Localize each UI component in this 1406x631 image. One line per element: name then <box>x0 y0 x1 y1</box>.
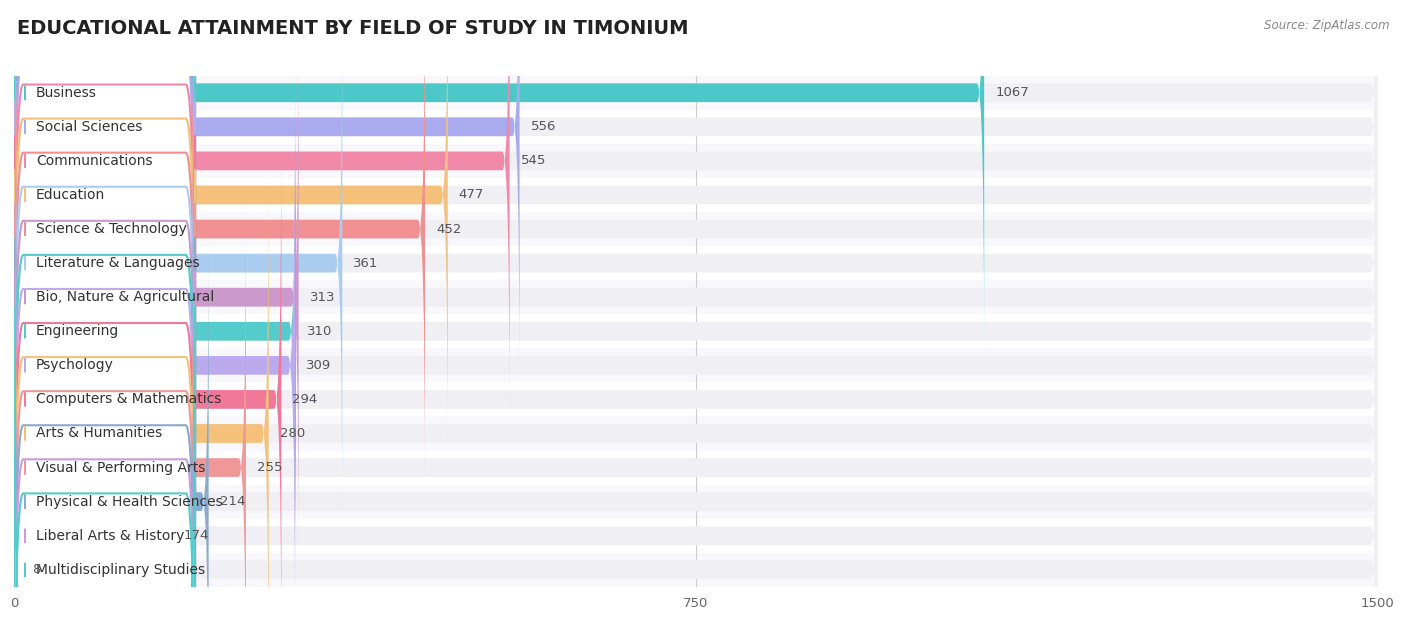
Text: Psychology: Psychology <box>37 358 114 372</box>
Bar <box>14 348 1378 382</box>
Text: Literature & Languages: Literature & Languages <box>37 256 200 270</box>
FancyBboxPatch shape <box>14 0 447 458</box>
FancyBboxPatch shape <box>14 0 1378 526</box>
FancyBboxPatch shape <box>14 273 1378 631</box>
Text: 174: 174 <box>183 529 208 542</box>
FancyBboxPatch shape <box>14 68 1378 594</box>
FancyBboxPatch shape <box>14 101 195 630</box>
FancyBboxPatch shape <box>14 203 195 631</box>
Text: 255: 255 <box>257 461 283 474</box>
FancyBboxPatch shape <box>14 0 195 528</box>
Text: 294: 294 <box>292 393 318 406</box>
Text: Communications: Communications <box>37 154 152 168</box>
Text: Science & Technology: Science & Technology <box>37 222 187 236</box>
FancyBboxPatch shape <box>14 0 195 391</box>
Bar <box>14 110 1378 144</box>
FancyBboxPatch shape <box>14 0 509 424</box>
Text: 452: 452 <box>436 223 461 235</box>
FancyBboxPatch shape <box>14 136 1378 631</box>
Text: 8: 8 <box>32 563 41 576</box>
FancyBboxPatch shape <box>14 204 1378 631</box>
FancyBboxPatch shape <box>14 0 1378 356</box>
FancyBboxPatch shape <box>14 135 195 631</box>
Text: 309: 309 <box>307 359 332 372</box>
FancyBboxPatch shape <box>14 0 195 493</box>
FancyBboxPatch shape <box>14 0 984 356</box>
FancyBboxPatch shape <box>14 239 1378 631</box>
FancyBboxPatch shape <box>14 169 195 631</box>
FancyBboxPatch shape <box>14 0 520 390</box>
Bar <box>14 246 1378 280</box>
Text: EDUCATIONAL ATTAINMENT BY FIELD OF STUDY IN TIMONIUM: EDUCATIONAL ATTAINMENT BY FIELD OF STUDY… <box>17 19 689 38</box>
FancyBboxPatch shape <box>14 0 1378 424</box>
Text: Visual & Performing Arts: Visual & Performing Arts <box>37 461 205 475</box>
Bar <box>14 76 1378 110</box>
Text: Physical & Health Sciences: Physical & Health Sciences <box>37 495 222 509</box>
Text: 280: 280 <box>280 427 305 440</box>
FancyBboxPatch shape <box>14 305 195 631</box>
FancyBboxPatch shape <box>14 0 195 459</box>
FancyBboxPatch shape <box>14 102 295 628</box>
FancyBboxPatch shape <box>14 0 1378 458</box>
FancyBboxPatch shape <box>14 170 1378 631</box>
FancyBboxPatch shape <box>14 34 298 560</box>
FancyBboxPatch shape <box>14 102 1378 628</box>
Text: 313: 313 <box>309 291 335 304</box>
Text: Multidisciplinary Studies: Multidisciplinary Studies <box>37 563 205 577</box>
Bar <box>14 144 1378 178</box>
Text: 545: 545 <box>520 155 546 167</box>
FancyBboxPatch shape <box>14 136 281 631</box>
Bar <box>14 451 1378 485</box>
Text: Computers & Mathematics: Computers & Mathematics <box>37 392 221 406</box>
FancyBboxPatch shape <box>14 0 425 492</box>
FancyBboxPatch shape <box>14 68 295 594</box>
FancyBboxPatch shape <box>14 0 1378 390</box>
Bar <box>14 553 1378 587</box>
FancyBboxPatch shape <box>14 307 1378 631</box>
FancyBboxPatch shape <box>14 307 21 631</box>
Text: Source: ZipAtlas.com: Source: ZipAtlas.com <box>1264 19 1389 32</box>
Text: Bio, Nature & Agricultural: Bio, Nature & Agricultural <box>37 290 214 304</box>
FancyBboxPatch shape <box>14 67 195 596</box>
FancyBboxPatch shape <box>14 33 195 562</box>
Bar <box>14 280 1378 314</box>
Text: 556: 556 <box>530 121 555 133</box>
Text: Business: Business <box>37 86 97 100</box>
Bar <box>14 178 1378 212</box>
Text: Engineering: Engineering <box>37 324 120 338</box>
Bar <box>14 519 1378 553</box>
FancyBboxPatch shape <box>14 0 195 357</box>
FancyBboxPatch shape <box>14 237 195 631</box>
Text: Education: Education <box>37 188 105 202</box>
Text: Liberal Arts & History: Liberal Arts & History <box>37 529 184 543</box>
Bar <box>14 416 1378 451</box>
Bar <box>14 382 1378 416</box>
Bar <box>14 212 1378 246</box>
FancyBboxPatch shape <box>14 239 208 631</box>
FancyBboxPatch shape <box>14 0 342 526</box>
FancyBboxPatch shape <box>14 273 173 631</box>
FancyBboxPatch shape <box>14 0 1378 492</box>
Text: 310: 310 <box>307 325 332 338</box>
Text: Arts & Humanities: Arts & Humanities <box>37 427 162 440</box>
FancyBboxPatch shape <box>14 170 269 631</box>
FancyBboxPatch shape <box>14 0 195 425</box>
Bar <box>14 314 1378 348</box>
FancyBboxPatch shape <box>14 271 195 631</box>
FancyBboxPatch shape <box>14 204 246 631</box>
FancyBboxPatch shape <box>14 34 1378 560</box>
Text: 214: 214 <box>219 495 245 508</box>
Text: 361: 361 <box>353 257 378 269</box>
Text: 1067: 1067 <box>995 86 1029 99</box>
Text: 477: 477 <box>458 189 484 201</box>
Bar <box>14 485 1378 519</box>
Text: Social Sciences: Social Sciences <box>37 120 142 134</box>
